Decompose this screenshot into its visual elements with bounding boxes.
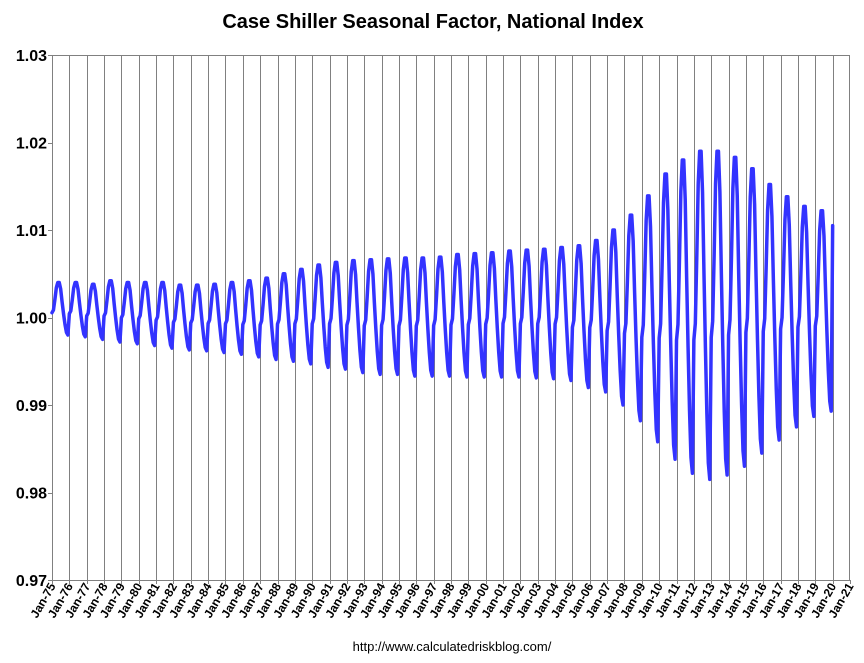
source-credit: http://www.calculatedriskblog.com/ — [353, 639, 552, 654]
y-tick-label: 1.03 — [16, 48, 47, 65]
x-axis-ticks: Jan-75Jan-76Jan-77Jan-78Jan-79Jan-80Jan-… — [27, 580, 857, 620]
y-tick-label: 0.99 — [16, 398, 47, 415]
y-tick-label: 0.98 — [16, 486, 47, 503]
y-axis-ticks: 0.97 0.98 0.99 1.00 1.01 1.02 1.03 — [16, 48, 52, 590]
series-layer — [50, 149, 835, 482]
y-tick-label: 1.00 — [16, 311, 47, 328]
series-line — [50, 149, 835, 482]
y-tick-label: 0.97 — [16, 573, 47, 590]
y-tick-label: 1.01 — [16, 223, 47, 240]
y-tick-label: 1.02 — [16, 136, 47, 153]
chart-title: Case Shiller Seasonal Factor, National I… — [222, 11, 643, 33]
